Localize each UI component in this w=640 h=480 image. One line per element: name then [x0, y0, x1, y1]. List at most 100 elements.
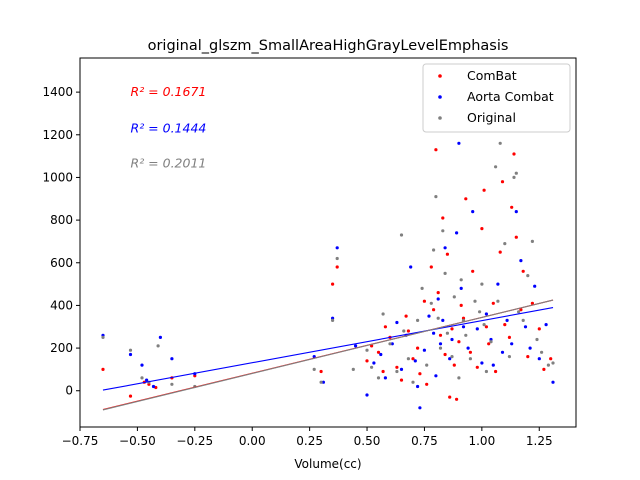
data-point-series-2 [425, 363, 429, 367]
y-axis: 0 200 400 600 800 1000 1200 1400 [42, 85, 80, 398]
fit-lines [102, 299, 554, 411]
data-point-series-1 [409, 265, 413, 269]
data-point-series-1 [528, 346, 532, 350]
data-point-series-2 [503, 242, 507, 246]
data-point-series-1 [443, 246, 447, 250]
data-point-series-1 [491, 363, 495, 367]
data-point-series-2 [480, 282, 484, 286]
data-point-series-1 [331, 316, 335, 320]
data-point-series-1 [372, 361, 376, 365]
data-point-series-2 [459, 278, 463, 282]
data-point-series-0 [416, 346, 420, 350]
data-point-series-2 [420, 286, 424, 290]
plot-area [79, 57, 577, 428]
data-point-series-2 [473, 299, 477, 303]
legend-box [422, 63, 571, 133]
data-points [101, 141, 555, 410]
data-point-series-1 [457, 141, 461, 145]
legend: ComBat Aorta Combat Original [422, 63, 571, 133]
data-point-series-1 [335, 246, 339, 250]
data-point-series-0 [457, 340, 461, 344]
data-point-series-1 [514, 210, 518, 214]
data-point-series-0 [459, 303, 463, 307]
data-point-series-1 [441, 318, 445, 322]
data-point-series-0 [503, 323, 507, 327]
data-point-series-2 [452, 295, 456, 299]
data-point-series-0 [365, 359, 369, 363]
data-point-series-1 [432, 331, 436, 335]
data-point-series-1 [519, 259, 523, 263]
y-tick-label: 200 [50, 341, 73, 355]
data-point-series-2 [406, 357, 410, 361]
data-point-series-2 [521, 318, 525, 322]
data-point-series-0 [450, 327, 454, 331]
data-point-series-1 [551, 380, 555, 384]
data-point-series-0 [526, 355, 530, 359]
data-point-series-2 [484, 369, 488, 374]
data-point-series-1 [170, 357, 174, 361]
data-point-series-2 [496, 299, 500, 303]
data-point-series-1 [480, 361, 484, 365]
data-point-series-0 [507, 335, 511, 339]
data-point-series-1 [523, 325, 528, 329]
legend-label: Original [467, 110, 516, 125]
x-axis: −0.75 −0.50 −0.25 0.00 0.25 0.50 0.75 1.00 1.25 [62, 427, 553, 448]
data-point-series-2 [441, 229, 445, 233]
data-point-series-2 [512, 175, 516, 179]
data-point-series-0 [498, 250, 502, 254]
data-point-series-1 [145, 378, 149, 382]
data-point-series-0 [521, 269, 525, 273]
y-tick-label: 1000 [42, 170, 73, 184]
legend-label: ComBat [467, 68, 517, 83]
data-point-series-1 [416, 384, 420, 389]
x-tick-label: 1.25 [526, 434, 553, 448]
data-point-series-1 [496, 282, 500, 286]
r-squared-annotations: R² = 0.1671 R² = 0.1444 R² = 0.2011 [131, 84, 207, 170]
x-tick-label: −0.75 [62, 434, 99, 448]
data-point-series-1 [434, 374, 438, 378]
data-point-series-2 [445, 331, 449, 335]
data-point-series-0 [404, 314, 408, 318]
data-point-series-2 [402, 329, 406, 333]
x-tick-label: 0.25 [296, 434, 323, 448]
data-point-series-2 [156, 344, 160, 348]
data-point-series-0 [432, 308, 436, 312]
data-point-series-0 [406, 329, 410, 333]
data-point-series-0 [512, 152, 516, 156]
fit-line-series-1 [102, 307, 554, 391]
legend-marker [438, 95, 442, 99]
data-point-series-0 [549, 357, 553, 361]
data-point-series-2 [335, 256, 339, 261]
legend-marker [438, 116, 442, 120]
data-point-series-2 [101, 335, 105, 339]
data-point-series-1 [455, 231, 459, 235]
data-point-series-0 [418, 372, 422, 376]
data-point-series-2 [351, 367, 355, 371]
data-point-series-0 [471, 269, 475, 273]
data-point-series-2 [388, 342, 392, 346]
data-point-series-2 [450, 355, 454, 359]
data-point-series-0 [494, 369, 498, 374]
data-point-series-1 [537, 357, 541, 361]
data-point-series-1 [321, 380, 325, 384]
data-point-series-2 [411, 380, 415, 384]
data-point-series-0 [452, 363, 456, 367]
data-point-series-1 [475, 327, 479, 331]
data-point-series-1 [418, 406, 422, 410]
data-point-series-2 [370, 365, 374, 369]
data-point-series-2 [399, 233, 404, 237]
data-point-series-1 [151, 384, 156, 389]
data-point-series-2 [498, 141, 502, 145]
y-tick-label: 400 [50, 298, 73, 312]
data-point-series-1 [500, 350, 505, 354]
y-tick-label: 1200 [42, 128, 73, 142]
data-point-series-0 [530, 301, 535, 305]
data-point-series-0 [510, 205, 514, 209]
data-point-series-1 [436, 297, 440, 301]
data-point-series-1 [140, 363, 144, 367]
data-point-series-0 [455, 397, 459, 401]
data-point-series-2 [365, 348, 369, 352]
data-point-series-1 [466, 346, 470, 350]
x-tick-label: 1.00 [468, 434, 495, 448]
